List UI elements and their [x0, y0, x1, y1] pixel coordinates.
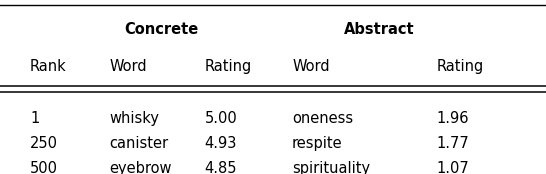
- Text: respite: respite: [292, 136, 343, 151]
- Text: 4.85: 4.85: [205, 161, 238, 174]
- Text: whisky: whisky: [109, 111, 159, 126]
- Text: 1.07: 1.07: [437, 161, 470, 174]
- Text: spirituality: spirituality: [292, 161, 370, 174]
- Text: 4.93: 4.93: [205, 136, 237, 151]
- Text: Word: Word: [109, 59, 147, 74]
- Text: 1: 1: [30, 111, 39, 126]
- Text: canister: canister: [109, 136, 168, 151]
- Text: 5.00: 5.00: [205, 111, 238, 126]
- Text: Word: Word: [292, 59, 330, 74]
- Text: 1.96: 1.96: [437, 111, 470, 126]
- Text: Abstract: Abstract: [344, 22, 415, 37]
- Text: Concrete: Concrete: [124, 22, 198, 37]
- Text: oneness: oneness: [292, 111, 353, 126]
- Text: Rating: Rating: [437, 59, 484, 74]
- Text: 250: 250: [30, 136, 58, 151]
- Text: Rank: Rank: [30, 59, 67, 74]
- Text: eyebrow: eyebrow: [109, 161, 171, 174]
- Text: 500: 500: [30, 161, 58, 174]
- Text: 1.77: 1.77: [437, 136, 470, 151]
- Text: Rating: Rating: [205, 59, 252, 74]
